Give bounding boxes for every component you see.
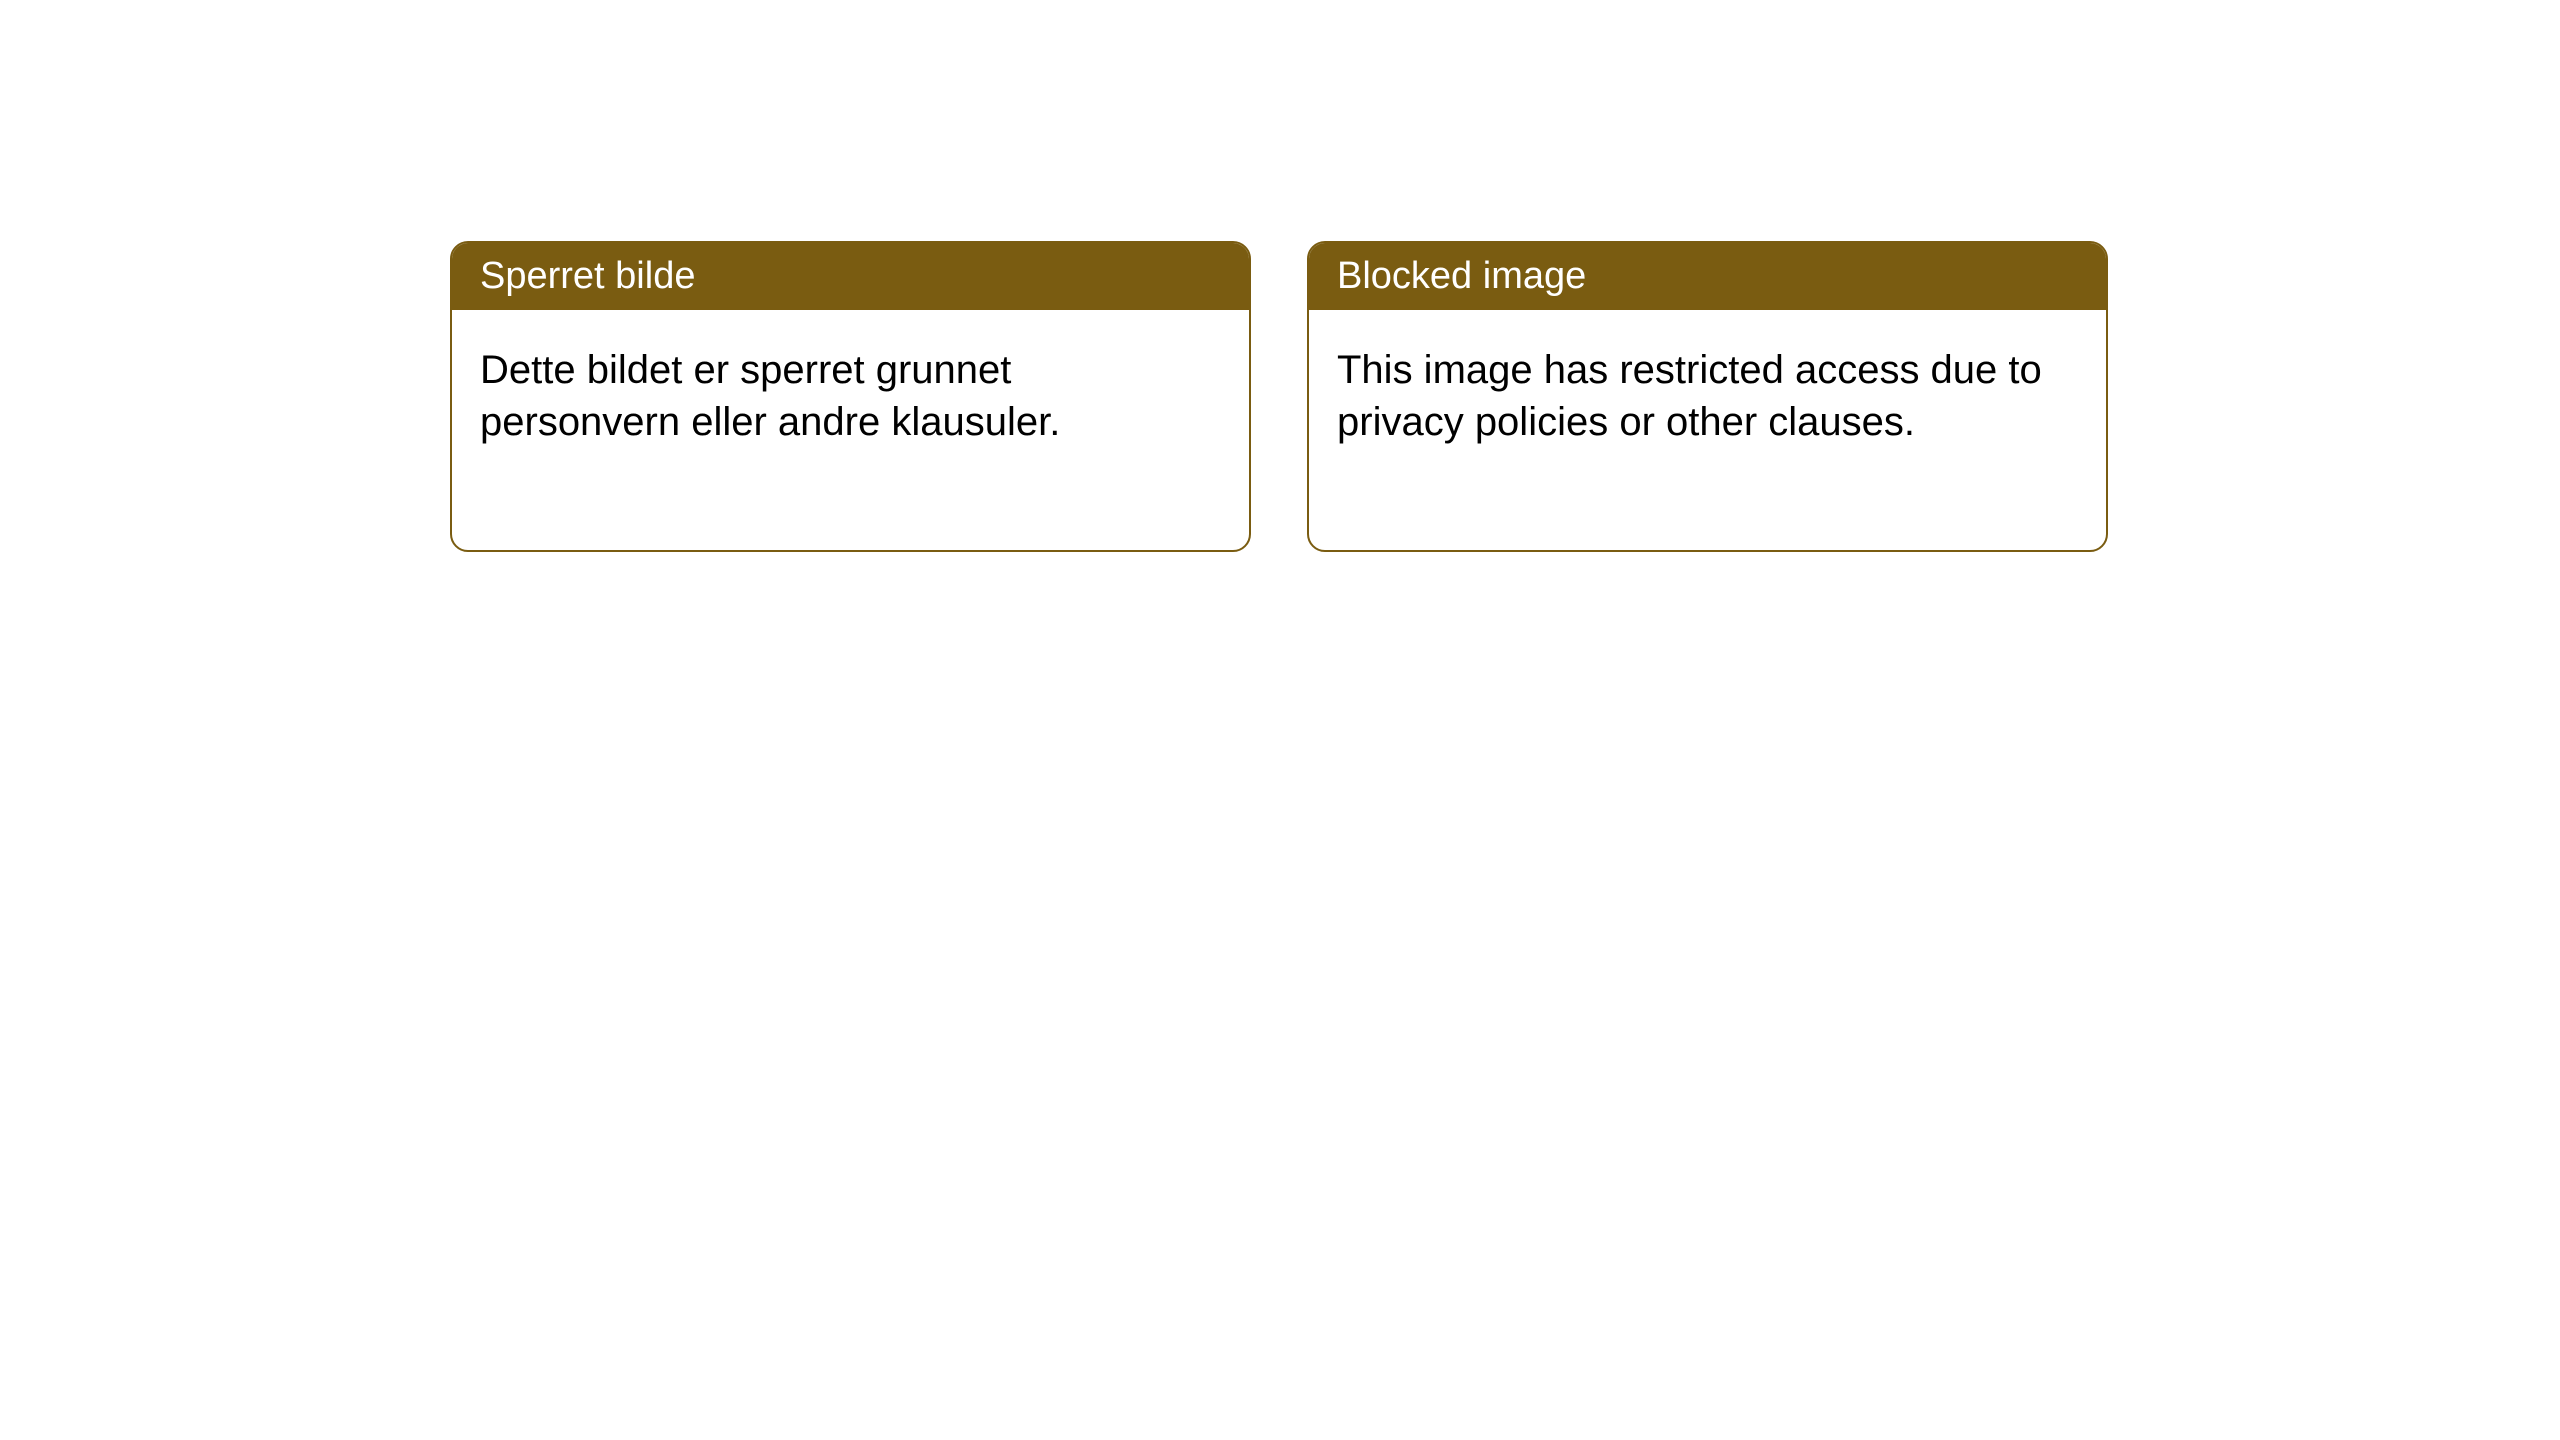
- notice-card-norwegian: Sperret bilde Dette bildet er sperret gr…: [450, 241, 1251, 552]
- notice-card-title: Blocked image: [1309, 243, 2106, 310]
- notice-card-english: Blocked image This image has restricted …: [1307, 241, 2108, 552]
- notice-card-body: This image has restricted access due to …: [1309, 310, 2106, 550]
- notice-card-title: Sperret bilde: [452, 243, 1249, 310]
- notice-card-body: Dette bildet er sperret grunnet personve…: [452, 310, 1249, 550]
- notice-cards-container: Sperret bilde Dette bildet er sperret gr…: [450, 241, 2108, 552]
